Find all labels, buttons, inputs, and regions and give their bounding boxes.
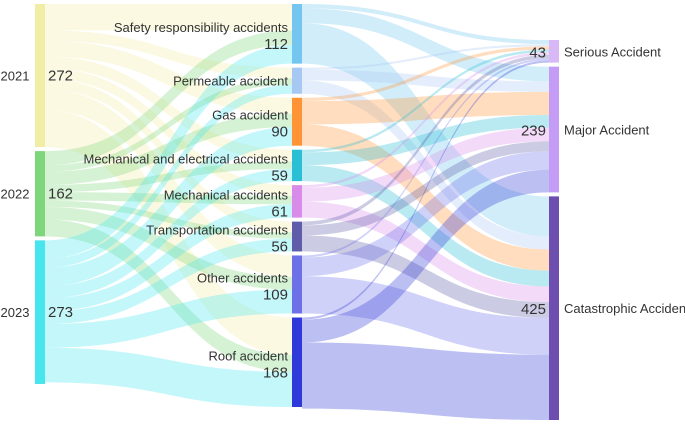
link-2022-to-transport[interactable] — [45, 200, 292, 239]
node-mech_elec[interactable] — [292, 149, 302, 182]
link-permeable-to-serious[interactable] — [302, 44, 549, 70]
nodes-layer — [35, 4, 559, 420]
severity-value-serious: 43 — [529, 44, 546, 61]
link-2023-to-gas[interactable] — [45, 127, 292, 287]
year-value-2021: 272 — [48, 68, 73, 85]
link-gas-to-catastrophic[interactable] — [302, 124, 549, 271]
severity-label-serious: Serious Accident — [564, 44, 661, 59]
link-2023-to-roof[interactable] — [45, 347, 292, 407]
link-other-to-serious[interactable] — [302, 58, 549, 258]
node-permeable[interactable] — [292, 67, 302, 94]
year-label-2023: 2023 — [1, 305, 30, 320]
link-2021-to-transport[interactable] — [45, 78, 292, 233]
node-2022[interactable] — [35, 151, 45, 237]
link-safety-to-catastrophic[interactable] — [302, 23, 549, 237]
node-2021[interactable] — [35, 4, 45, 148]
node-major[interactable] — [549, 66, 559, 193]
link-2022-to-safety[interactable] — [45, 30, 292, 166]
node-gas[interactable] — [292, 97, 302, 146]
type-label-transport: Transportation accidents — [146, 223, 288, 238]
link-roof-to-major[interactable] — [302, 169, 549, 343]
link-2022-to-mechanical[interactable] — [45, 192, 292, 205]
labels-layer: 2021 272 2022 162 2023 273 Safety responsibili… — [1, 20, 685, 381]
link-2022-to-other[interactable] — [45, 206, 292, 290]
severity-value-catastrophic: 425 — [521, 301, 546, 318]
link-roof-to-serious[interactable] — [302, 60, 549, 320]
link-2021-to-gas[interactable] — [45, 40, 292, 114]
year-label-2022: 2022 — [1, 187, 30, 202]
node-2023[interactable] — [35, 240, 45, 384]
link-2021-to-permeable[interactable] — [45, 30, 292, 79]
type-label-gas: Gas accident — [212, 108, 288, 123]
link-mechanical-to-catastrophic[interactable] — [302, 201, 549, 303]
severity-label-major: Major Accident — [564, 123, 650, 138]
node-roof[interactable] — [292, 317, 302, 407]
link-2023-to-other[interactable] — [45, 289, 292, 348]
type-value-roof: 168 — [263, 364, 288, 381]
link-2023-to-mechanical[interactable] — [45, 204, 292, 312]
severity-label-catastrophic: Catastrophic Accident — [564, 301, 685, 316]
type-label-mech_elec: Mechanical and electrical accidents — [84, 151, 289, 166]
node-transport[interactable] — [292, 221, 302, 252]
link-other-to-major[interactable] — [302, 151, 549, 277]
link-2022-to-mech_elec[interactable] — [45, 161, 292, 193]
link-2022-to-roof[interactable] — [45, 219, 292, 372]
type-value-transport: 56 — [271, 239, 288, 256]
year-value-2022: 162 — [48, 186, 73, 203]
type-value-mech_elec: 59 — [271, 167, 288, 184]
link-transport-to-major[interactable] — [302, 141, 549, 236]
link-2021-to-safety[interactable] — [45, 4, 292, 31]
link-2023-to-safety[interactable] — [45, 45, 292, 259]
link-2021-to-mech_elec[interactable] — [45, 56, 292, 162]
link-mech_elec-to-serious[interactable] — [302, 49, 549, 153]
type-value-safety: 112 — [264, 36, 288, 53]
type-label-permeable: Permeable accident — [173, 74, 288, 89]
node-catastrophic[interactable] — [549, 196, 559, 420]
link-permeable-to-major[interactable] — [302, 69, 549, 92]
type-value-gas: 90 — [271, 124, 288, 141]
link-roof-to-catastrophic[interactable] — [302, 342, 549, 420]
year-label-2021: 2021 — [1, 69, 30, 84]
link-2021-to-roof[interactable] — [45, 110, 292, 355]
severity-value-major: 239 — [521, 123, 546, 140]
type-value-other: 109 — [263, 286, 288, 303]
node-serious[interactable] — [549, 40, 559, 63]
link-permeable-to-catastrophic[interactable] — [302, 80, 549, 250]
link-2022-to-gas[interactable] — [45, 113, 292, 185]
type-label-roof: Roof accident — [209, 348, 289, 363]
type-label-safety: Safety responsibility accidents — [114, 20, 289, 35]
link-2022-to-permeable[interactable] — [45, 78, 292, 172]
link-mechanical-to-major[interactable] — [302, 127, 549, 202]
link-mech_elec-to-catastrophic[interactable] — [302, 165, 549, 287]
year-value-2023: 273 — [48, 304, 73, 321]
node-other[interactable] — [292, 255, 302, 314]
link-mech_elec-to-major[interactable] — [302, 115, 549, 166]
link-gas-to-serious[interactable] — [302, 46, 549, 101]
type-label-mechanical: Mechanical accidents — [164, 187, 289, 202]
link-2023-to-transport[interactable] — [45, 238, 292, 325]
link-transport-to-catastrophic[interactable] — [302, 235, 549, 318]
node-safety[interactable] — [292, 4, 302, 64]
node-mechanical[interactable] — [292, 185, 302, 218]
link-2021-to-mechanical[interactable] — [45, 68, 292, 196]
links-layer — [45, 4, 549, 420]
link-2021-to-other[interactable] — [45, 89, 292, 277]
type-value-mechanical: 61 — [271, 203, 288, 220]
link-safety-to-serious[interactable] — [302, 4, 549, 45]
link-mechanical-to-serious[interactable] — [302, 52, 549, 188]
link-gas-to-major[interactable] — [302, 91, 549, 125]
link-safety-to-major[interactable] — [302, 8, 549, 82]
type-label-other: Other accidents — [197, 270, 289, 285]
link-2023-to-permeable[interactable] — [45, 84, 292, 268]
link-transport-to-serious[interactable] — [302, 54, 549, 226]
link-other-to-catastrophic[interactable] — [302, 276, 549, 355]
link-2023-to-mech_elec[interactable] — [45, 168, 292, 299]
